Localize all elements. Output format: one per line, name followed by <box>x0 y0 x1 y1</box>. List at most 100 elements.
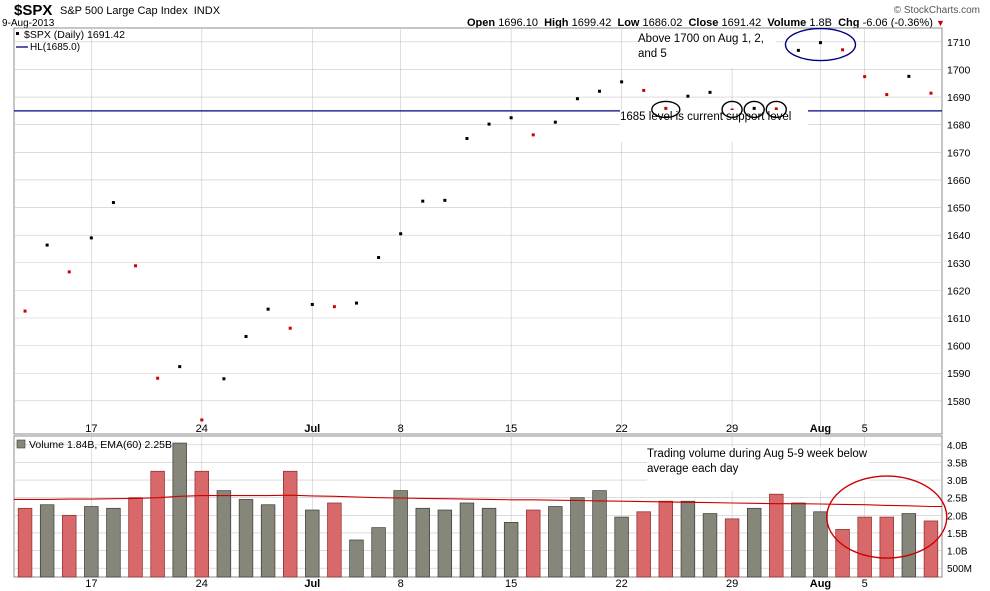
volume-bar <box>636 511 651 578</box>
price-point <box>642 88 646 92</box>
volume-bar <box>106 507 121 578</box>
volume-bar <box>194 470 210 578</box>
price-tick-label: 1680 <box>947 120 971 132</box>
price-point <box>487 122 491 126</box>
price-point <box>377 256 381 260</box>
volume-bar <box>923 520 939 578</box>
volume-tick-label: 1.5B <box>947 529 968 540</box>
open-label: Open <box>467 17 496 29</box>
volume-tick-label: 1.0B <box>947 547 968 558</box>
legend-hline: HL(1685.0) <box>30 42 80 53</box>
price-point <box>244 335 248 339</box>
price-point <box>23 309 27 313</box>
volume-x-tick-label: Jul <box>304 578 320 590</box>
volume-bar <box>62 514 77 578</box>
annotation-above-1700: Above 1700 on Aug 1, 2, and 5 <box>638 32 776 68</box>
volume-x-tick-label: 24 <box>196 578 208 590</box>
price-point <box>178 365 182 369</box>
annotation-volume: Trading volume during Aug 5-9 week below… <box>647 447 869 491</box>
copyright[interactable]: © StockCharts.com <box>893 5 980 16</box>
chg-label: Chg <box>838 17 860 29</box>
index-name: S&P 500 Large Cap Index INDX <box>60 5 220 17</box>
exchange: INDX <box>193 5 221 17</box>
price-point <box>288 326 292 330</box>
price-tick-label: 1710 <box>947 37 971 49</box>
price-tick-label: 1670 <box>947 147 971 159</box>
price-x-tick-label: 24 <box>196 423 208 435</box>
price-panel: 1580 1590 1600 1610 1620 1630 1640 1650 1660 1670… <box>13 27 971 435</box>
legend-price: $SPX (Daily) 1691.42 <box>24 29 125 41</box>
symbol: $SPX <box>14 2 53 19</box>
volume-bar <box>238 499 254 578</box>
volume-bar <box>282 470 298 578</box>
volume-bar <box>813 511 828 578</box>
index-full-name: S&P 500 Large Cap Index <box>60 5 188 17</box>
price-tick-label: 1690 <box>947 92 971 104</box>
price-point <box>796 48 800 52</box>
volume-tick-label: 3.5B <box>947 458 968 469</box>
price-point <box>89 236 93 240</box>
legend-marker-volume <box>16 439 26 449</box>
volume-bar <box>614 516 629 578</box>
volume-bar <box>150 470 165 578</box>
price-tick-label: 1630 <box>947 258 971 270</box>
volume-bar <box>415 507 430 578</box>
volume-label: Volume <box>767 17 807 29</box>
volume-bar <box>260 504 276 578</box>
volume-bar <box>901 513 917 578</box>
price-point <box>620 80 624 84</box>
price-point <box>509 116 513 120</box>
volume-bar <box>305 509 320 578</box>
price-point <box>686 94 690 98</box>
price-tick-label: 1600 <box>947 341 971 353</box>
volume-bar <box>17 507 33 578</box>
volume-bar <box>746 507 762 578</box>
price-tick-label: 1580 <box>947 396 971 408</box>
close-label: Close <box>688 17 719 29</box>
volume-bar <box>503 522 519 578</box>
volume-tick-label: 2.5B <box>947 494 968 505</box>
price-point <box>421 199 425 203</box>
volume-x-tick-label: 15 <box>505 578 517 590</box>
volume-bar <box>702 513 718 578</box>
volume-bar <box>791 502 806 578</box>
price-point <box>553 120 557 124</box>
price-tick-label: 1590 <box>947 368 971 380</box>
price-tick-label: 1610 <box>947 313 971 325</box>
price-point <box>332 305 336 309</box>
price-point <box>907 74 911 78</box>
price-point <box>156 376 160 380</box>
volume-x-tick-label: 5 <box>862 578 868 590</box>
ema-line <box>14 494 942 508</box>
price-point <box>465 136 469 140</box>
ohlc-readout: Open 1696.10 High 1699.42 Low 1686.02 Cl… <box>467 17 945 29</box>
low-value: 1686.02 <box>642 17 683 29</box>
volume-x-tick-label: Aug <box>810 578 831 590</box>
price-point <box>575 97 579 101</box>
volume-bar <box>459 502 475 578</box>
volume-bar <box>857 516 872 578</box>
price-point <box>841 48 845 52</box>
price-point <box>531 133 535 137</box>
price-tick-label: 1700 <box>947 64 971 76</box>
price-tick-label: 1650 <box>947 203 971 215</box>
volume-tick-label: 3.0B <box>947 476 968 487</box>
volume-bar <box>216 490 232 578</box>
volume-x-tick-label: 22 <box>615 578 627 590</box>
price-x-tick-label: Aug <box>810 423 831 435</box>
price-point <box>885 93 889 97</box>
price-point <box>818 41 822 45</box>
volume-bar <box>371 527 386 578</box>
price-point <box>67 270 71 274</box>
price-point <box>929 91 933 95</box>
volume-bar <box>349 539 364 578</box>
volume-bar <box>128 497 143 578</box>
price-tick-label: 1640 <box>947 230 971 242</box>
volume-legend: Volume 1.84B, EMA(60) 2.25B <box>16 439 172 451</box>
volume-bar <box>680 500 696 578</box>
high-value: 1699.42 <box>571 17 612 29</box>
high-label: High <box>544 17 569 29</box>
volume-bar <box>724 518 740 578</box>
price-x-tick-label: Jul <box>304 423 320 435</box>
